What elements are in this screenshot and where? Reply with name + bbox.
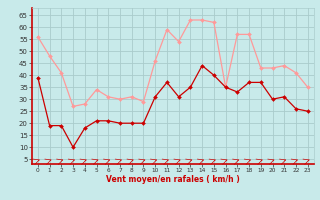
X-axis label: Vent moyen/en rafales ( km/h ): Vent moyen/en rafales ( km/h ) xyxy=(106,175,240,184)
